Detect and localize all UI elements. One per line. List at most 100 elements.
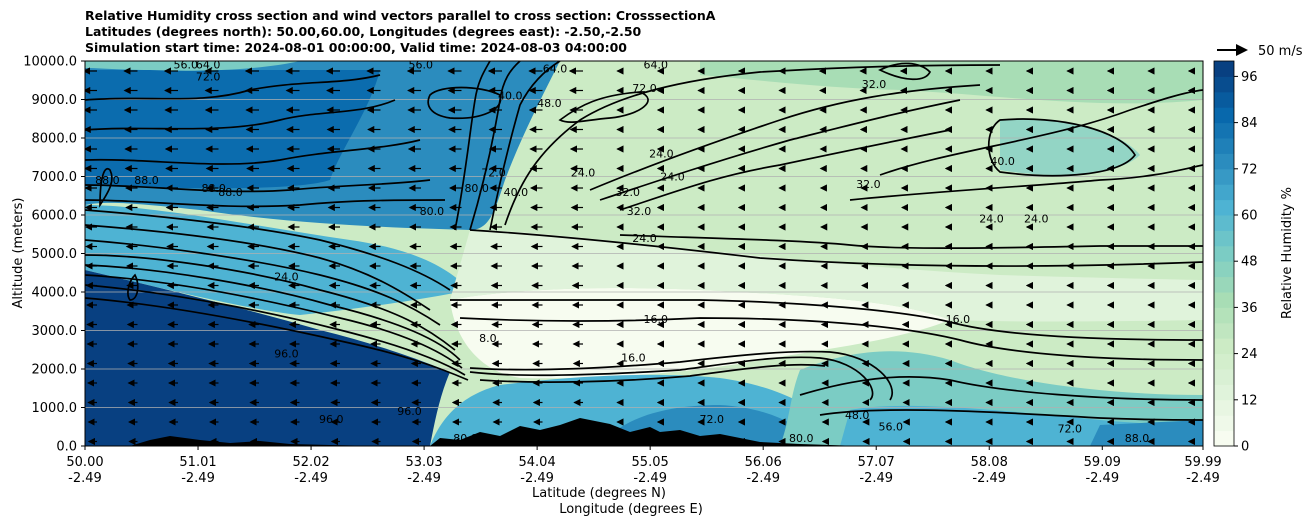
wind-key: 50 m/s bbox=[1217, 44, 1303, 59]
y-tick-label: 7000.0 bbox=[32, 170, 78, 185]
colorbar: 0 12 24 36 48 60 72 84 96 bbox=[1213, 60, 1258, 455]
contour-label: 24.0 bbox=[649, 147, 674, 160]
x-tick-label-lat: 54.04 bbox=[519, 455, 556, 470]
colorbar-label: Relative Humidity % bbox=[1280, 187, 1295, 319]
contour-label: 88.0 bbox=[134, 174, 159, 187]
contour-label: 24.0 bbox=[1024, 213, 1049, 226]
colorbar-tick-label: 84 bbox=[1241, 116, 1258, 131]
y-tick-label: 9000.0 bbox=[32, 93, 78, 108]
contour-label: 72.0 bbox=[1058, 423, 1083, 436]
colorbar-segment bbox=[1214, 322, 1234, 339]
colorbar-tick-label: 36 bbox=[1241, 301, 1258, 316]
colorbar-segment bbox=[1214, 415, 1234, 432]
contour-label: 24.0 bbox=[1102, 51, 1127, 64]
contour-label: 88.0 bbox=[95, 174, 120, 187]
x-tick-label-lat: 53.03 bbox=[405, 455, 442, 470]
x-tick-label-lon: -2.49 bbox=[407, 471, 441, 486]
colorbar-segment bbox=[1214, 199, 1234, 216]
y-tick-label: 3000.0 bbox=[32, 324, 78, 339]
colorbar-segment bbox=[1214, 384, 1234, 401]
x-tick-label-lon: -2.49 bbox=[972, 471, 1006, 486]
y-gridlines bbox=[85, 99, 1203, 408]
contour-label: 40.0 bbox=[504, 186, 529, 199]
contour-label: 40.0 bbox=[990, 155, 1015, 168]
colorbar-segment bbox=[1214, 338, 1234, 355]
contour-label: 64.0 bbox=[543, 63, 568, 76]
x-tick-label-lon: -2.49 bbox=[181, 471, 215, 486]
colorbar-frame bbox=[1213, 60, 1235, 447]
colorbar-segment bbox=[1214, 430, 1234, 447]
x-tick-label-lon: -2.49 bbox=[1085, 471, 1119, 486]
colorbar-segment bbox=[1214, 184, 1234, 201]
contour-label: 96.0 bbox=[397, 405, 422, 418]
contour-label: 72.0 bbox=[481, 167, 506, 180]
x-tick-label-lat: 59.09 bbox=[1084, 455, 1121, 470]
contour-label: 64.0 bbox=[196, 59, 221, 72]
colorbar-tick-label: 0 bbox=[1241, 440, 1249, 455]
y-tick-label: 6000.0 bbox=[32, 209, 78, 224]
humidity-field bbox=[85, 61, 1203, 446]
y-tick-label: 10000.0 bbox=[23, 55, 77, 70]
chart-title-line: Simulation start time: 2024-08-01 00:00:… bbox=[85, 40, 627, 55]
chart-title-line: Latitudes (degrees north): 50.00,60.00, … bbox=[85, 24, 642, 39]
contour-label: 16.0 bbox=[621, 351, 646, 364]
x-tick-label-lat: 56.06 bbox=[745, 455, 782, 470]
contour-label: 80.0 bbox=[453, 432, 478, 445]
contour-label: 40.0 bbox=[498, 90, 523, 103]
x-tick-label-lon: -2.49 bbox=[294, 471, 328, 486]
colorbar-tick-label: 96 bbox=[1241, 70, 1258, 85]
x-tick-label-lon: -2.49 bbox=[746, 471, 780, 486]
contour-label: 24.0 bbox=[979, 213, 1004, 226]
colorbar-segment bbox=[1214, 76, 1234, 93]
x-tick-label-lat: 52.02 bbox=[292, 455, 329, 470]
x-tick-label-lat: 58.08 bbox=[971, 455, 1008, 470]
contour-label: 48.0 bbox=[845, 409, 870, 422]
colorbar-segment bbox=[1214, 292, 1234, 308]
contour-label: 48.0 bbox=[537, 97, 562, 110]
y-tick-label: 1000.0 bbox=[32, 401, 78, 416]
contour-label: 88.0 bbox=[218, 186, 243, 199]
contour-label: 80.0 bbox=[464, 182, 489, 195]
y-tick-label: 5000.0 bbox=[32, 247, 78, 262]
colorbar-segment bbox=[1214, 168, 1234, 185]
colorbar-segment bbox=[1214, 107, 1234, 124]
contour-label: 96.0 bbox=[274, 347, 299, 360]
colorbar-segment bbox=[1214, 230, 1234, 247]
x-tick-label-lon: -2.49 bbox=[520, 471, 554, 486]
contour-label: 16.0 bbox=[644, 313, 669, 326]
contour-label: 72.0 bbox=[632, 82, 657, 95]
contour-label: 32.0 bbox=[862, 78, 887, 91]
y-axis: 0.0 1000.0 2000.0 3000.0 4000.0 5000.0 6000.0 7… bbox=[23, 55, 85, 455]
x-tick-label-lat: 50.00 bbox=[66, 455, 103, 470]
contour-label: 72.0 bbox=[699, 413, 724, 426]
contour-label: 56.0 bbox=[408, 59, 433, 72]
contour-label: 32.0 bbox=[627, 205, 652, 218]
contour-label: 24.0 bbox=[660, 170, 685, 183]
contour-label: 96.0 bbox=[319, 413, 344, 426]
y-tick-label: 4000.0 bbox=[32, 286, 78, 301]
colorbar-segment bbox=[1214, 61, 1234, 77]
colorbar-segment bbox=[1214, 153, 1234, 170]
x-axis-label-secondary: Longitude (degrees E) bbox=[559, 502, 703, 517]
colorbar-segment bbox=[1214, 245, 1234, 262]
y-tick-label: 2000.0 bbox=[32, 363, 78, 378]
colorbar-segment bbox=[1214, 369, 1234, 385]
contour-label: 80.0 bbox=[789, 432, 814, 445]
wind-key-label: 50 m/s bbox=[1258, 44, 1303, 59]
contour-label: 80.0 bbox=[420, 205, 445, 218]
x-tick-label-lat: 51.01 bbox=[179, 455, 216, 470]
contour-label: 64.0 bbox=[644, 59, 669, 72]
x-tick-label-lon: -2.49 bbox=[1186, 471, 1220, 486]
contour-label: 24.0 bbox=[274, 270, 299, 283]
contour-label: 8.0 bbox=[479, 332, 497, 345]
contour-label: 56.0 bbox=[173, 59, 198, 72]
colorbar-tick-label: 24 bbox=[1241, 347, 1258, 362]
colorbar-tick-label: 60 bbox=[1241, 209, 1258, 224]
colorbar-segment bbox=[1214, 307, 1234, 324]
x-tick-label-lat: 59.99 bbox=[1184, 455, 1221, 470]
colorbar-segment bbox=[1214, 353, 1234, 370]
wind-vectors bbox=[85, 67, 1195, 446]
colorbar-segment bbox=[1214, 215, 1234, 231]
colorbar-tick-label: 48 bbox=[1241, 255, 1258, 270]
x-axis-label: Latitude (degrees N) bbox=[532, 486, 666, 501]
